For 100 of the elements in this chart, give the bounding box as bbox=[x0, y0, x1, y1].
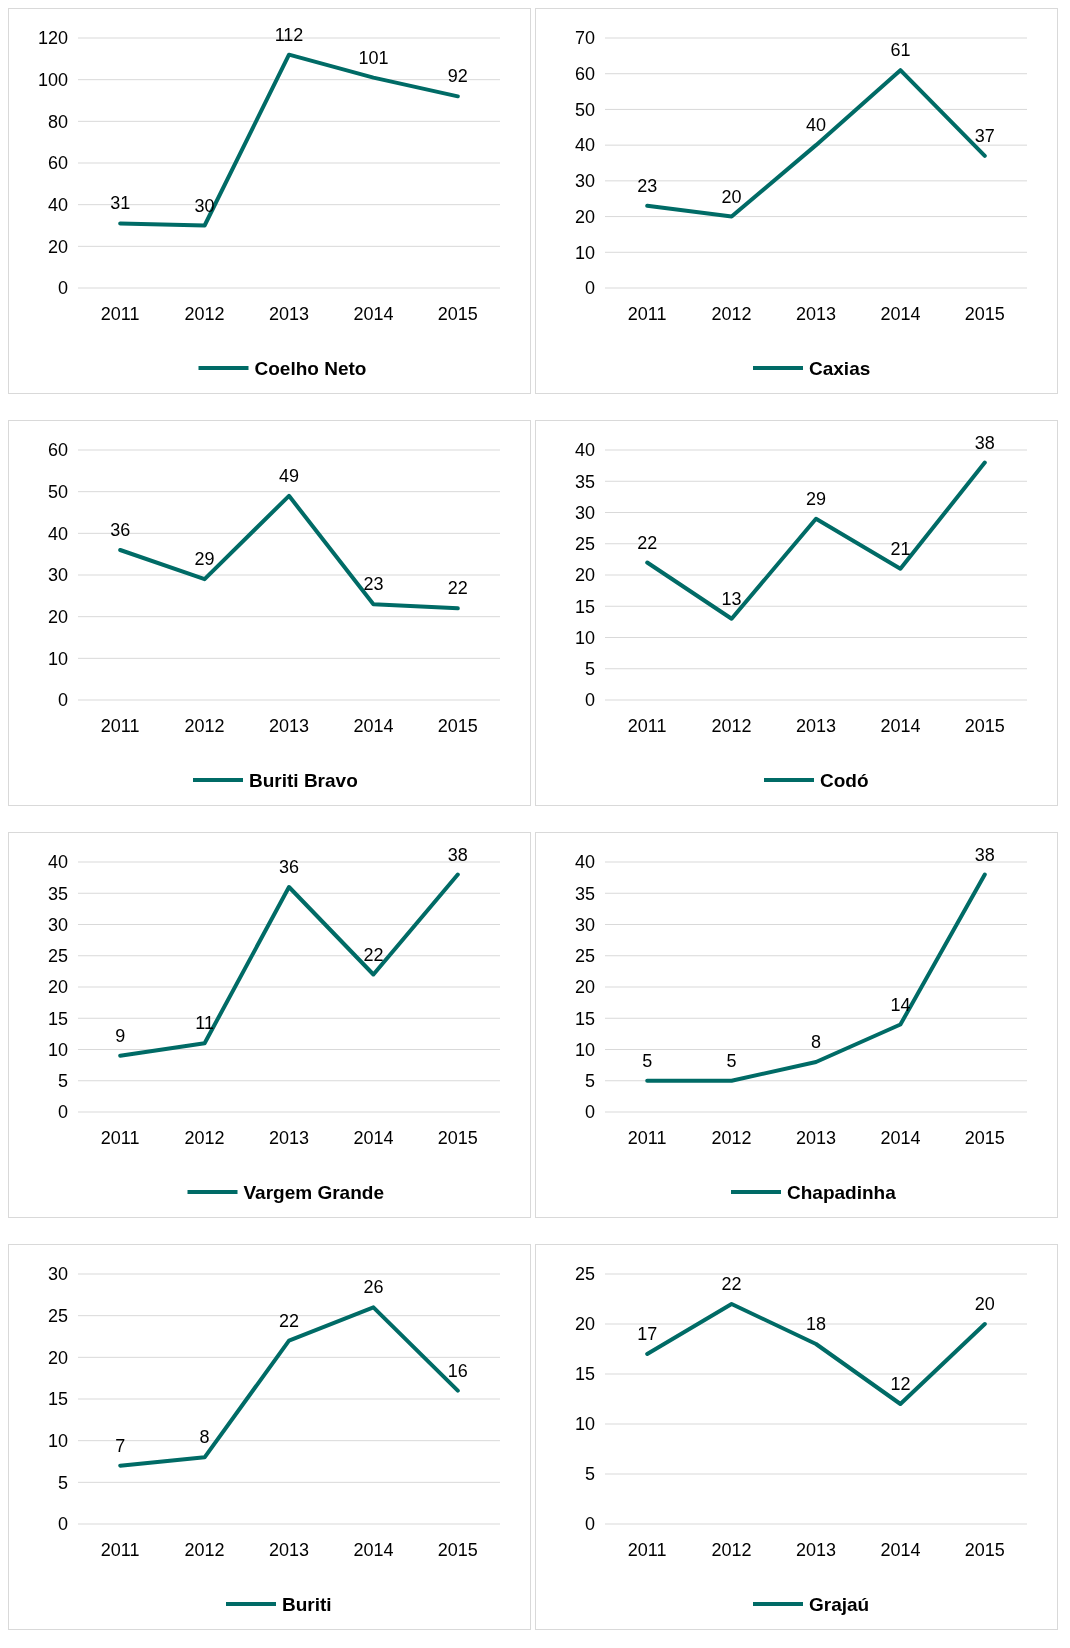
data-label: 29 bbox=[805, 488, 827, 509]
y-tick-label: 40 bbox=[574, 440, 595, 461]
y-tick-label: 40 bbox=[574, 852, 595, 873]
x-tick-label: 2015 bbox=[437, 716, 478, 736]
data-label: 12 bbox=[890, 1374, 911, 1394]
y-tick-label: 15 bbox=[47, 1389, 68, 1410]
data-label: 30 bbox=[194, 195, 215, 216]
x-tick-label: 2015 bbox=[437, 304, 478, 324]
y-tick-label: 20 bbox=[574, 565, 595, 586]
y-tick-label: 30 bbox=[47, 914, 68, 935]
y-tick-label: 40 bbox=[47, 194, 68, 215]
x-tick-label: 2014 bbox=[353, 716, 394, 736]
y-tick-label: 80 bbox=[47, 111, 68, 132]
y-tick-label: 25 bbox=[574, 534, 595, 555]
legend-label: Coelho Neto bbox=[254, 357, 367, 379]
data-label: 23 bbox=[637, 175, 658, 196]
y-tick-label: 30 bbox=[574, 171, 595, 192]
y-tick-label: 0 bbox=[584, 278, 595, 299]
data-label: 29 bbox=[194, 549, 215, 570]
y-tick-label: 0 bbox=[584, 1102, 595, 1123]
x-tick-label: 2015 bbox=[964, 304, 1005, 324]
y-tick-label: 20 bbox=[574, 206, 595, 227]
data-label: 40 bbox=[805, 115, 827, 136]
x-tick-label: 2012 bbox=[184, 304, 225, 324]
x-tick-label: 2011 bbox=[627, 304, 667, 324]
legend-label: Caxias bbox=[809, 357, 871, 379]
x-tick-label: 2013 bbox=[795, 716, 837, 736]
data-label: 49 bbox=[278, 465, 300, 486]
y-tick-label: 15 bbox=[574, 1008, 595, 1029]
y-tick-label: 30 bbox=[574, 502, 595, 523]
y-tick-label: 10 bbox=[574, 627, 595, 648]
y-tick-label: 10 bbox=[47, 1039, 68, 1060]
data-label: 5 bbox=[642, 1050, 653, 1071]
y-tick-label: 10 bbox=[47, 1430, 68, 1451]
y-tick-label: 25 bbox=[574, 946, 595, 967]
x-tick-label: 2012 bbox=[711, 1128, 752, 1148]
y-tick-label: 0 bbox=[584, 690, 595, 711]
x-tick-label: 2013 bbox=[795, 1540, 837, 1560]
y-tick-label: 50 bbox=[574, 99, 595, 120]
data-label: 37 bbox=[974, 125, 995, 146]
y-tick-label: 35 bbox=[574, 471, 595, 492]
x-tick-label: 2011 bbox=[100, 1128, 140, 1148]
y-tick-label: 10 bbox=[574, 1414, 595, 1435]
data-label: 20 bbox=[974, 1294, 995, 1314]
data-label: 11 bbox=[195, 1013, 214, 1034]
data-label: 18 bbox=[805, 1314, 827, 1334]
data-label: 112 bbox=[274, 24, 304, 45]
y-tick-label: 15 bbox=[47, 1008, 68, 1029]
data-label: 13 bbox=[721, 588, 742, 609]
y-tick-label: 35 bbox=[574, 883, 595, 904]
data-label: 16 bbox=[447, 1360, 468, 1381]
x-tick-label: 2012 bbox=[184, 716, 225, 736]
y-tick-label: 25 bbox=[47, 946, 68, 967]
x-tick-label: 2013 bbox=[795, 304, 837, 324]
y-tick-label: 15 bbox=[574, 596, 595, 617]
line-series bbox=[645, 872, 987, 1083]
data-label: 8 bbox=[199, 1427, 210, 1448]
y-tick-label: 20 bbox=[574, 977, 595, 998]
y-tick-label: 10 bbox=[574, 1039, 595, 1060]
y-tick-label: 5 bbox=[584, 1071, 595, 1092]
y-tick-label: 0 bbox=[584, 1514, 595, 1535]
x-tick-label: 2014 bbox=[353, 1540, 394, 1560]
data-label: 101 bbox=[358, 47, 389, 68]
data-label: 14 bbox=[890, 994, 911, 1015]
y-tick-label: 0 bbox=[57, 278, 68, 299]
legend-label: Grajaú bbox=[809, 1593, 870, 1615]
y-tick-label: 0 bbox=[57, 1102, 68, 1123]
data-label: 22 bbox=[447, 578, 468, 599]
data-label: 36 bbox=[110, 520, 131, 540]
data-label: 21 bbox=[890, 538, 911, 559]
y-tick-label: 0 bbox=[57, 690, 68, 711]
y-tick-label: 5 bbox=[584, 659, 595, 680]
x-tick-label: 2012 bbox=[184, 1540, 225, 1560]
x-tick-label: 2012 bbox=[184, 1128, 225, 1148]
y-tick-label: 30 bbox=[574, 914, 595, 935]
data-label: 23 bbox=[363, 574, 384, 595]
y-tick-label: 20 bbox=[47, 1347, 68, 1368]
y-tick-label: 0 bbox=[57, 1514, 68, 1535]
x-tick-label: 2011 bbox=[627, 1540, 667, 1560]
x-tick-label: 2013 bbox=[268, 1540, 310, 1560]
x-tick-label: 2014 bbox=[353, 304, 394, 324]
y-tick-label: 60 bbox=[574, 64, 595, 85]
x-tick-label: 2011 bbox=[100, 1540, 140, 1560]
x-tick-label: 2014 bbox=[353, 1128, 394, 1148]
x-tick-label: 2011 bbox=[627, 1128, 667, 1148]
legend-label: Buriti bbox=[282, 1593, 332, 1615]
data-label: 8 bbox=[810, 1032, 822, 1052]
y-tick-label: 60 bbox=[47, 440, 68, 461]
x-tick-label: 2014 bbox=[880, 1540, 921, 1560]
y-tick-label: 50 bbox=[47, 481, 68, 502]
data-label: 61 bbox=[890, 40, 911, 61]
data-label: 92 bbox=[447, 66, 468, 87]
data-label: 9 bbox=[115, 1025, 126, 1046]
x-tick-label: 2014 bbox=[880, 716, 921, 736]
data-label: 36 bbox=[278, 857, 300, 877]
data-label: 22 bbox=[721, 1274, 742, 1294]
data-label: 26 bbox=[363, 1277, 384, 1298]
x-tick-label: 2015 bbox=[964, 716, 1005, 736]
x-tick-label: 2014 bbox=[880, 1128, 921, 1148]
y-tick-label: 25 bbox=[574, 1264, 595, 1285]
